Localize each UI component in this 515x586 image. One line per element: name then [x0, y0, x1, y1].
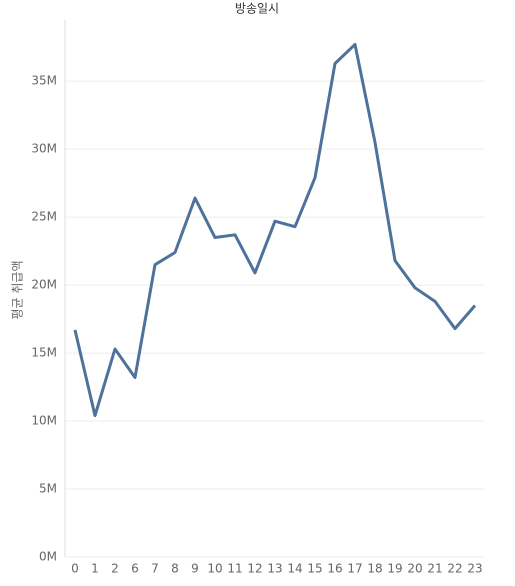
x-tick-label: 19 [387, 562, 402, 576]
line [73, 42, 477, 418]
x-tick-label: 11 [227, 562, 242, 576]
y-tick-label: 35M [31, 74, 57, 88]
y-tick-label: 20M [31, 278, 57, 292]
x-tick-label: 18 [367, 562, 382, 576]
x-tick-label: 13 [267, 562, 282, 576]
x-tick-label: 1 [91, 562, 99, 576]
y-tick-label: 15M [31, 346, 57, 360]
x-tick-label: 16 [327, 562, 342, 576]
y-tick-label: 30M [31, 142, 57, 156]
x-tick-label: 17 [347, 562, 362, 576]
y-axis-label: 평균 취급액 [11, 260, 25, 319]
x-tick-label: 20 [407, 562, 422, 576]
x-tick-label: 7 [151, 562, 159, 576]
x-tick-label: 0 [71, 562, 79, 576]
y-tick-label: 5M [39, 482, 57, 496]
x-tick-label: 23 [467, 562, 482, 576]
chart-title: 방송일시 [235, 2, 279, 16]
y-tick-label: 10M [31, 414, 57, 428]
y-tick-label: 0M [39, 550, 57, 564]
x-tick-label: 8 [171, 562, 179, 576]
x-tick-label: 2 [111, 562, 119, 576]
x-tick-label: 9 [191, 562, 199, 576]
x-tick-label: 21 [427, 562, 442, 576]
x-tick-label: 12 [247, 562, 262, 576]
x-tick-label: 22 [447, 562, 462, 576]
y-tick-label: 25M [31, 210, 57, 224]
x-tick-label: 6 [131, 562, 139, 576]
x-tick-label: 10 [207, 562, 222, 576]
x-tick-label: 15 [307, 562, 322, 576]
x-tick-label: 14 [287, 562, 302, 576]
